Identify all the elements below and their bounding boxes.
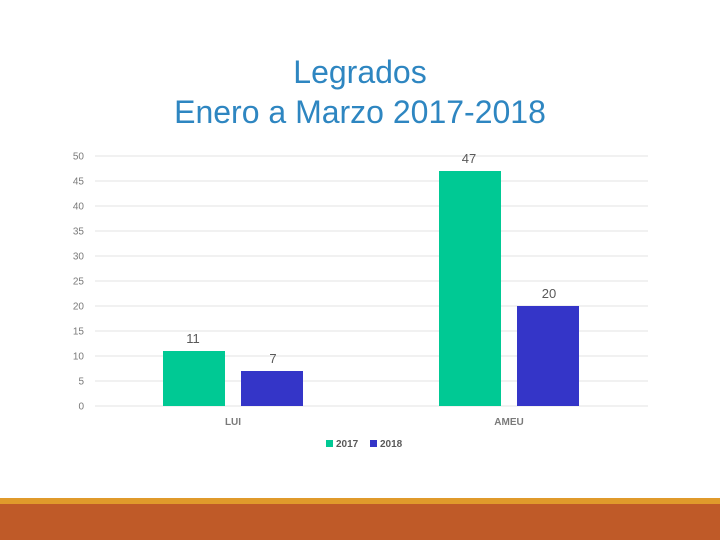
footer-accent-line [0,498,720,504]
footer-band [0,504,720,540]
y-tick-label-45: 45 [73,177,85,188]
data-label-LUI-2018: 7 [269,351,276,366]
x-tick-label-AMEU: AMEU [494,417,523,428]
y-tick-label-20: 20 [73,302,85,313]
x-tick-label-LUI: LUI [225,417,241,428]
bar-LUI-2017 [163,351,225,406]
y-tick-label-50: 50 [73,152,85,163]
y-tick-label-0: 0 [78,402,84,413]
legend-swatch-2017 [326,440,333,447]
y-tick-label-25: 25 [73,277,85,288]
y-axis-tick-labels: 0 5 10 15 20 25 30 35 40 45 50 [73,152,85,413]
slide-title: Legrados Enero a Marzo 2017-2018 [0,52,720,132]
legend-swatch-2018 [370,440,377,447]
bar-AMEU-2018 [517,306,579,406]
y-tick-label-15: 15 [73,327,85,338]
y-tick-label-40: 40 [73,202,85,213]
y-tick-label-35: 35 [73,227,85,238]
y-tick-label-30: 30 [73,252,85,263]
y-tick-label-5: 5 [78,377,84,388]
data-labels: 11 7 47 20 [186,151,556,366]
x-axis-tick-labels: LUI AMEU [225,417,524,428]
legend-label-2018: 2018 [380,439,403,450]
legend: 2017 2018 [326,439,403,450]
legend-label-2017: 2017 [336,439,359,450]
data-label-AMEU-2018: 20 [542,286,556,301]
title-line-1: Legrados [293,54,427,90]
bars [163,171,579,406]
title-line-2: Enero a Marzo 2017-2018 [174,94,546,130]
bar-AMEU-2017 [439,171,501,406]
y-tick-label-10: 10 [73,352,85,363]
data-label-LUI-2017: 11 [186,331,200,346]
bar-LUI-2018 [241,371,303,406]
data-label-AMEU-2017: 47 [462,151,476,166]
